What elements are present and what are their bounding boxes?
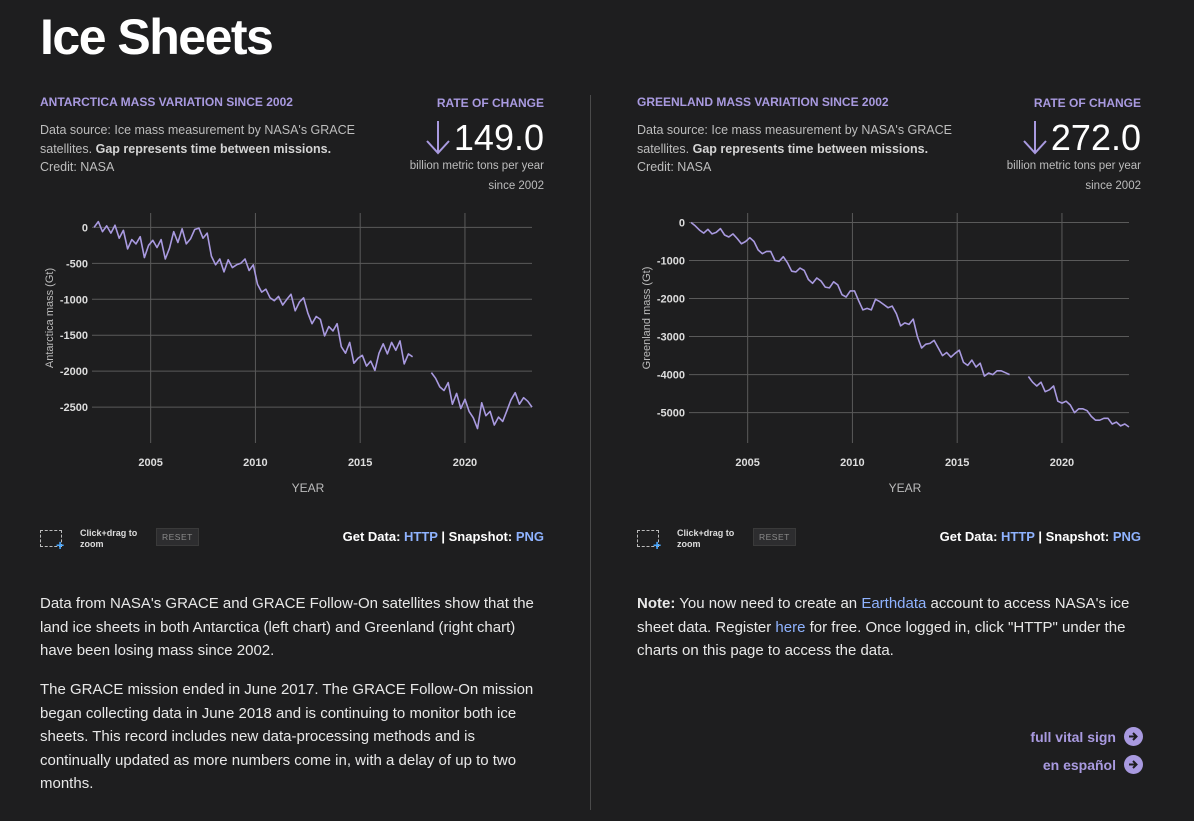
x-tick-label: 2005 bbox=[138, 457, 162, 469]
zoom-icon: + bbox=[637, 528, 663, 552]
png-link[interactable]: PNG bbox=[1112, 529, 1141, 544]
snapshot-label: Snapshot: bbox=[448, 529, 513, 544]
source-text: Data source: Ice mass measurement by NAS… bbox=[637, 123, 952, 156]
arrow-down-icon bbox=[1023, 121, 1047, 155]
description-paragraph-1: Data from NASA's GRACE and GRACE Follow-… bbox=[40, 595, 534, 659]
x-tick-label: 2005 bbox=[735, 457, 759, 469]
y-tick-label: -1000 bbox=[60, 294, 88, 306]
en-espanol-label: en español bbox=[1042, 756, 1116, 773]
http-link[interactable]: HTTP bbox=[1001, 529, 1035, 544]
full-vital-sign-link[interactable]: full vital sign bbox=[1030, 727, 1143, 746]
rate-of-change: 272.0 bbox=[1021, 116, 1141, 160]
x-tick-label: 2020 bbox=[1050, 457, 1074, 469]
http-link[interactable]: HTTP bbox=[404, 529, 438, 544]
x-tick-label: 2010 bbox=[243, 457, 267, 469]
series-line-grace-fo bbox=[1027, 376, 1130, 428]
y-tick-label: -2000 bbox=[657, 294, 685, 306]
y-tick-label: -2500 bbox=[60, 402, 88, 414]
en-espanol-link[interactable]: en español bbox=[1043, 755, 1143, 774]
data-source: Data source: Ice mass measurement by NAS… bbox=[40, 121, 385, 177]
greenland-panel: GREENLAND MASS VARIATION SINCE 2002 Data… bbox=[637, 0, 1147, 821]
y-tick-label: -1500 bbox=[60, 330, 88, 342]
rate-label: RATE OF CHANGE bbox=[436, 96, 544, 110]
get-data: Get Data: HTTP | Snapshot: PNG bbox=[940, 529, 1141, 544]
note-label: Note: bbox=[637, 595, 676, 612]
get-data-label: Get Data: bbox=[342, 529, 401, 544]
y-tick-label: 0 bbox=[82, 222, 88, 234]
rate-unit: billion metric tons per year since 2002 bbox=[1006, 160, 1141, 192]
series-line-grace bbox=[690, 221, 1010, 377]
y-tick-label: -2000 bbox=[60, 366, 88, 378]
series-line-grace bbox=[93, 220, 414, 372]
rate-of-change: 149.0 bbox=[424, 116, 544, 160]
y-tick-label: -500 bbox=[66, 258, 88, 270]
credit-text: Credit: NASA bbox=[40, 160, 115, 174]
x-tick-label: 2010 bbox=[840, 457, 864, 469]
get-data: Get Data: HTTP | Snapshot: PNG bbox=[343, 529, 544, 544]
source-note: Gap represents time between missions. bbox=[95, 141, 332, 156]
rate-value: 272.0 bbox=[1050, 117, 1141, 158]
full-vital-sign-label: full vital sign bbox=[1030, 728, 1116, 745]
antarctica-panel: ANTARCTICA MASS VARIATION SINCE 2002 Dat… bbox=[40, 0, 550, 821]
source-text: Data source: Ice mass measurement by NAS… bbox=[40, 123, 355, 156]
y-tick-label: -5000 bbox=[657, 408, 685, 420]
credit-text: Credit: NASA bbox=[637, 160, 712, 174]
note-text-1: You now need to create an bbox=[675, 595, 862, 612]
page-title: Ice Sheets bbox=[40, 9, 274, 65]
x-tick-label: 2015 bbox=[348, 457, 372, 469]
zoom-icon: + bbox=[40, 528, 66, 552]
chart-title: GREENLAND MASS VARIATION SINCE 2002 bbox=[637, 95, 889, 109]
y-tick-label: -3000 bbox=[657, 332, 685, 344]
series-line-grace-fo bbox=[430, 372, 533, 430]
y-tick-label: 0 bbox=[679, 218, 685, 230]
arrow-right-circle-icon bbox=[1124, 755, 1143, 774]
note-text-3: for free. Once logged in, click "HTTP" u… bbox=[637, 618, 1126, 660]
reset-button[interactable]: RESET bbox=[753, 528, 796, 546]
note-paragraph: Note: You now need to create an Earthdat… bbox=[637, 592, 1137, 663]
y-axis-label: Greenland mass (Gt) bbox=[641, 267, 653, 370]
snapshot-label: Snapshot: bbox=[1045, 529, 1110, 544]
note-text-2: account to access NASA's ice sheet data.… bbox=[637, 595, 1130, 636]
rate-label: RATE OF CHANGE bbox=[1033, 96, 1141, 110]
separator: | bbox=[1038, 529, 1043, 544]
rate-value: 149.0 bbox=[453, 117, 544, 158]
data-source: Data source: Ice mass measurement by NAS… bbox=[637, 121, 982, 177]
y-axis-label: Antarctica mass (Gt) bbox=[44, 268, 56, 368]
description-paragraph-2: The GRACE mission ended in June 2017. Th… bbox=[40, 681, 534, 792]
x-tick-label: 2015 bbox=[945, 457, 969, 469]
zoom-hint: Click+drag to zoom bbox=[80, 528, 138, 549]
rate-unit: billion metric tons per year since 2002 bbox=[409, 160, 544, 192]
source-note: Gap represents time between missions. bbox=[692, 141, 929, 156]
x-axis-label: YEAR bbox=[292, 481, 325, 495]
reset-button[interactable]: RESET bbox=[156, 528, 199, 546]
arrow-down-icon bbox=[426, 121, 450, 155]
antarctica-chart[interactable]: 0 -500 -1000 -1500 -2000 -2500 2005 2010 2015 202… bbox=[40, 205, 540, 510]
x-tick-label: 2020 bbox=[453, 457, 477, 469]
get-data-label: Get Data: bbox=[939, 529, 998, 544]
y-tick-label: -4000 bbox=[657, 370, 685, 382]
x-axis-label: YEAR bbox=[889, 481, 922, 495]
column-divider bbox=[590, 95, 591, 810]
earthdata-link[interactable]: Earthdata bbox=[861, 595, 927, 612]
separator: | bbox=[441, 529, 446, 544]
register-link[interactable]: here bbox=[775, 618, 806, 636]
png-link[interactable]: PNG bbox=[515, 529, 544, 544]
chart-title: ANTARCTICA MASS VARIATION SINCE 2002 bbox=[40, 95, 293, 109]
zoom-control: + Click+drag to zoom RESET bbox=[637, 528, 796, 552]
greenland-chart[interactable]: 0 -1000 -2000 -3000 -4000 -5000 2005 2010 2015 20… bbox=[637, 205, 1137, 510]
zoom-control: + Click+drag to zoom RESET bbox=[40, 528, 199, 552]
y-tick-label: -1000 bbox=[657, 256, 685, 268]
arrow-right-circle-icon bbox=[1124, 727, 1143, 746]
zoom-hint: Click+drag to zoom bbox=[677, 528, 735, 549]
